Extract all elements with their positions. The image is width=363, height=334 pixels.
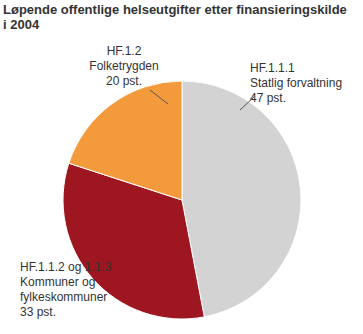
pie — [63, 81, 301, 319]
slice-label: HF.1.2Folketrygden — [89, 44, 158, 73]
data-label: 47 pst. — [250, 91, 286, 105]
data-label: 33 pst. — [20, 305, 56, 319]
slice — [69, 81, 182, 200]
leader-line — [240, 96, 255, 110]
title: Løpende offentlige helseutgifter etter f… — [3, 2, 347, 32]
slice-label: HF.1.1.1Statlig forvaltning — [250, 61, 342, 90]
chart: Løpende offentlige helseutgifter etter f… — [0, 0, 363, 334]
slice-label: HF.1.1.2 og 1.1.3Kommuner ogfylkeskommun… — [20, 260, 112, 304]
leader-line — [150, 90, 168, 104]
data-label: 20 pst. — [106, 74, 142, 88]
slice — [182, 81, 301, 317]
